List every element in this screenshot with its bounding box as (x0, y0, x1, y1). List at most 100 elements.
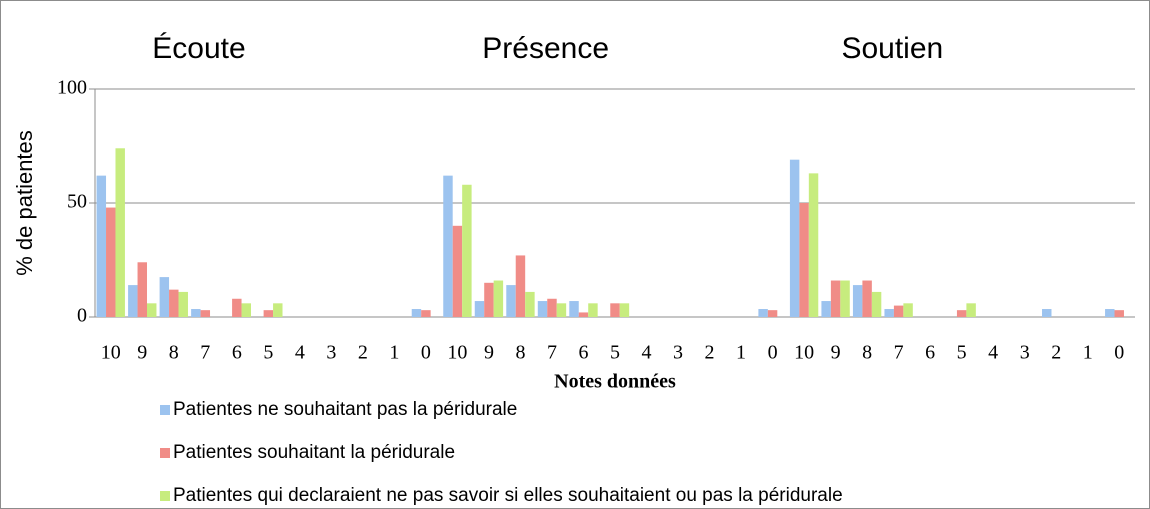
bar (115, 148, 125, 317)
bar (484, 282, 494, 317)
x-tick-label: 4 (988, 342, 998, 364)
x-tick-label: 0 (1114, 342, 1124, 364)
y-tick-label: 0 (77, 305, 87, 327)
bar (903, 303, 913, 317)
bar (556, 303, 567, 317)
x-tick-label: 1 (389, 342, 399, 364)
bar (956, 310, 967, 317)
legend-label: Patientes ne souhaitant pas la péridural… (173, 399, 517, 420)
x-tick-label: 9 (484, 342, 494, 364)
bar (169, 289, 179, 317)
x-tick-label: 7 (547, 342, 557, 364)
x-tick-label: 7 (200, 342, 210, 364)
bar (506, 285, 516, 317)
bar (789, 159, 800, 317)
bar (462, 184, 472, 317)
legend-swatch (160, 448, 170, 458)
group-title: Présence (482, 32, 609, 65)
group-title: Écoute (152, 32, 245, 65)
x-tick-label: 6 (578, 342, 588, 364)
group-title: Soutien (841, 32, 943, 65)
x-tick-label: 2 (1051, 342, 1061, 364)
bar (619, 303, 630, 317)
bar (147, 303, 157, 317)
x-tick-label: 9 (137, 342, 147, 364)
bar (515, 255, 526, 317)
x-tick-label: 10 (447, 342, 467, 364)
legend-label: Patientes qui declaraient ne pas savoir … (173, 485, 843, 506)
bar (808, 173, 819, 317)
bar (569, 301, 579, 317)
bar (547, 298, 557, 317)
bar (1105, 309, 1115, 317)
x-tick-label: 6 (232, 342, 242, 364)
bar (966, 303, 976, 317)
bar (241, 303, 251, 317)
bar (884, 309, 894, 317)
bar (96, 175, 107, 317)
bar (758, 309, 768, 317)
bar (273, 303, 283, 317)
bar (200, 310, 211, 317)
bar (821, 301, 831, 317)
y-tick-label: 50 (67, 191, 87, 213)
bar (830, 280, 841, 317)
legend-label: Patientes souhaitant la péridurale (173, 442, 455, 463)
x-tick-label: 9 (831, 342, 841, 364)
bar (443, 175, 453, 317)
x-tick-label: 3 (673, 342, 683, 364)
x-tick-label: 5 (263, 342, 273, 364)
x-tick-label: 10 (101, 342, 121, 364)
legend-swatch (160, 491, 170, 501)
bar (178, 291, 188, 317)
bar (411, 309, 422, 317)
bar (128, 285, 138, 317)
x-tick-label: 8 (515, 342, 525, 364)
x-tick-label: 4 (295, 342, 305, 364)
bar (1042, 309, 1052, 317)
x-tick-label: 8 (862, 342, 872, 364)
x-tick-label: 10 (794, 342, 814, 364)
bar (452, 225, 463, 317)
bar (871, 291, 882, 317)
x-tick-label: 5 (957, 342, 967, 364)
bar (578, 312, 589, 317)
bar (862, 280, 872, 317)
x-tick-label: 4 (642, 342, 652, 364)
bar (137, 262, 147, 317)
x-tick-label: 2 (358, 342, 368, 364)
x-tick-label: 0 (768, 342, 778, 364)
bar (474, 301, 485, 317)
legend-swatch (160, 405, 170, 415)
x-tick-label: 5 (610, 342, 620, 364)
bar (893, 305, 904, 317)
x-tick-label: 2 (705, 342, 715, 364)
bar (840, 280, 850, 317)
x-tick-label: 1 (1083, 342, 1093, 364)
bar (767, 310, 778, 317)
y-tick-label: 100 (57, 77, 87, 99)
bar (1114, 310, 1124, 317)
bar (232, 298, 242, 317)
bar (263, 310, 274, 317)
bar (191, 309, 201, 317)
bar (588, 303, 598, 317)
x-axis-label: Notes données (554, 371, 676, 393)
x-tick-label: 8 (169, 342, 179, 364)
x-tick-label: 6 (925, 342, 935, 364)
bar (106, 207, 116, 317)
bar (421, 310, 431, 317)
x-tick-label: 1 (736, 342, 746, 364)
bar (537, 301, 548, 317)
y-axis-label: % de patientes (12, 130, 37, 276)
x-tick-label: 3 (326, 342, 336, 364)
x-tick-label: 0 (421, 342, 431, 364)
bar (852, 285, 863, 317)
x-tick-label: 3 (1020, 342, 1030, 364)
bar (610, 303, 620, 317)
bar (525, 291, 535, 317)
bar (799, 203, 809, 317)
bar (159, 277, 170, 317)
